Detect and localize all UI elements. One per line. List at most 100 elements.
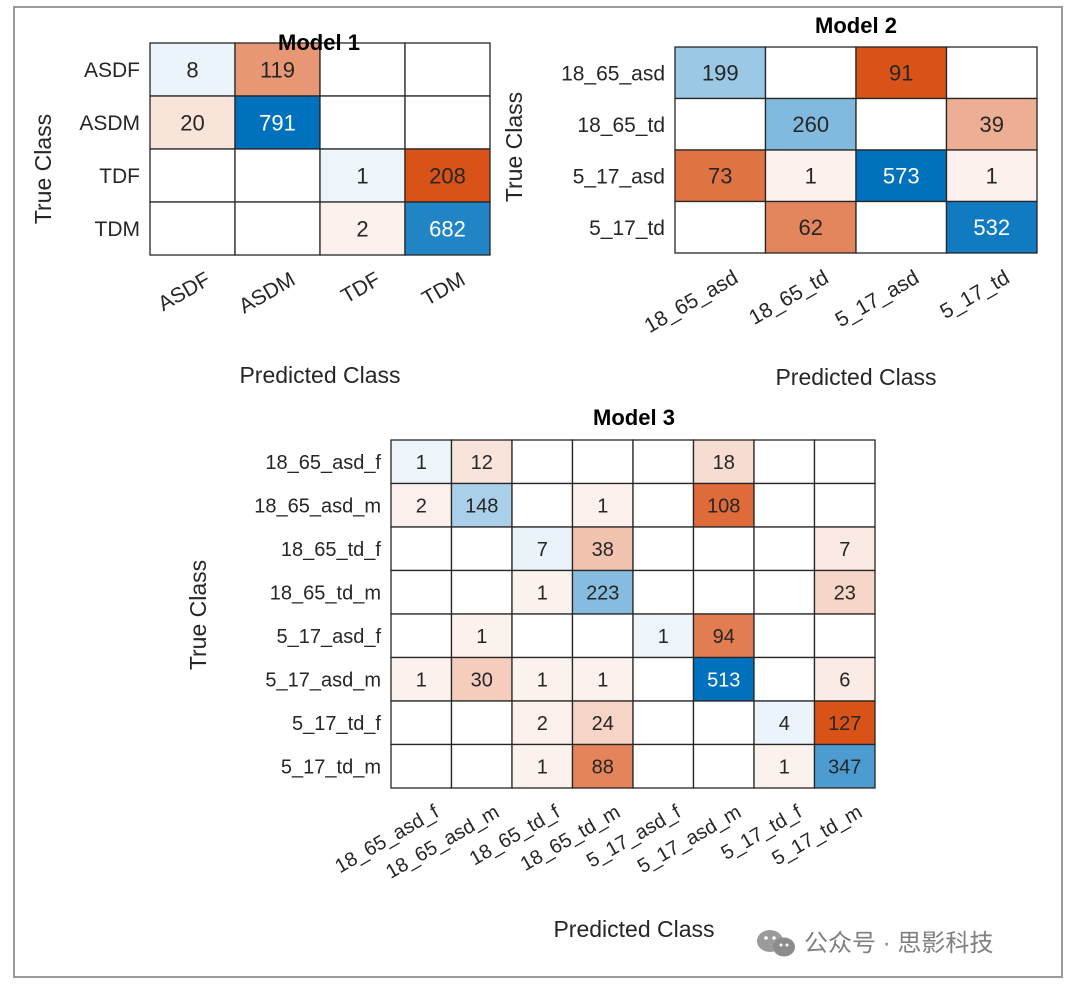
cell-value: 108 — [707, 495, 740, 517]
cell — [319, 148, 406, 203]
chart-title: Model 2 — [815, 13, 897, 38]
y-axis-label: True Class — [185, 560, 211, 670]
cell — [674, 200, 767, 254]
cell — [813, 700, 876, 746]
cell — [511, 743, 574, 789]
col-tick-label: 18_65_asd — [640, 266, 742, 338]
cell — [149, 95, 236, 150]
y-axis-label: True Class — [501, 92, 527, 202]
cell — [390, 743, 453, 789]
cell-value: 1 — [416, 452, 427, 474]
row-tick-label: TDF — [99, 165, 140, 188]
row-tick-label: 18_65_td_m — [270, 582, 381, 604]
cell — [945, 200, 1038, 254]
cell — [319, 95, 406, 150]
cell-value: 260 — [792, 112, 829, 137]
confusion-matrix-3: 1 12 18 2 148 1 108 7 38 7 1 223 23 1 1 94 1 30 1 1 513 6 2 24 4… — [185, 405, 876, 942]
cell — [945, 46, 1038, 100]
row-tick-label: 18_65_asd — [561, 62, 665, 85]
cell-value: 1 — [416, 669, 427, 691]
cell — [234, 42, 321, 97]
cell — [390, 526, 453, 572]
cell — [390, 439, 453, 485]
cell — [571, 656, 634, 702]
cell-value: 513 — [707, 669, 740, 691]
cell-value: 2 — [537, 713, 548, 735]
cell — [813, 613, 876, 659]
cell-value: 7 — [537, 539, 548, 561]
cell — [813, 526, 876, 572]
cell-value: 1 — [537, 669, 548, 691]
cell-value: 73 — [708, 164, 732, 189]
cell — [764, 149, 857, 203]
cell-value: 347 — [828, 756, 861, 778]
watermark: 公众号 · 思影科技 — [757, 930, 993, 957]
cell-value: 1 — [779, 756, 790, 778]
cell-value: 208 — [429, 163, 466, 188]
cell — [632, 526, 695, 572]
cell — [692, 700, 755, 746]
cell-value: 1 — [597, 669, 608, 691]
cell-value: 682 — [429, 216, 466, 241]
cell-value: 24 — [592, 713, 614, 735]
col-tick-label: TDM — [418, 268, 469, 311]
cell — [813, 482, 876, 528]
cell-value: 94 — [713, 626, 735, 648]
cell — [632, 700, 695, 746]
cell-value: 12 — [471, 452, 493, 474]
cell-value: 127 — [828, 713, 861, 735]
cell-value: 223 — [586, 582, 619, 604]
cell-value: 1 — [356, 163, 368, 188]
cell — [571, 439, 634, 485]
row-tick-label: 18_65_asd_m — [254, 495, 381, 517]
cell-value: 532 — [973, 215, 1010, 240]
cell — [234, 201, 321, 256]
cell-value: 1 — [597, 495, 608, 517]
cell — [450, 743, 513, 789]
cell — [813, 743, 876, 789]
cell — [692, 656, 755, 702]
cell — [674, 97, 767, 151]
cell — [692, 569, 755, 615]
cell — [855, 97, 948, 151]
cell-value: 6 — [839, 669, 850, 691]
watermark-text: 公众号 · 思影科技 — [804, 930, 993, 957]
chart-title: Model 1 — [278, 30, 360, 55]
cell — [404, 201, 491, 256]
cell-value: 199 — [702, 61, 739, 86]
cell — [571, 743, 634, 789]
col-tick-label: ASDM — [235, 268, 299, 318]
cell-value: 88 — [592, 756, 614, 778]
cell — [319, 201, 406, 256]
cell — [753, 700, 816, 746]
cell — [813, 656, 876, 702]
cell — [511, 482, 574, 528]
cell — [855, 46, 948, 100]
cell — [692, 743, 755, 789]
cell-value: 4 — [779, 713, 790, 735]
x-axis-label: Predicted Class — [553, 916, 714, 942]
cell-value: 23 — [834, 582, 856, 604]
cell — [511, 439, 574, 485]
cell-value: 8 — [186, 57, 198, 82]
col-tick-label: ASDF — [154, 268, 214, 316]
cell-value: 1 — [476, 626, 487, 648]
cell — [632, 656, 695, 702]
cell-value: 38 — [592, 539, 614, 561]
cell — [692, 526, 755, 572]
cell — [764, 46, 857, 100]
cell — [753, 439, 816, 485]
cell-value: 1 — [986, 164, 998, 189]
cell-value: 2 — [356, 216, 368, 241]
cell — [764, 97, 857, 151]
cell — [813, 439, 876, 485]
cell — [753, 656, 816, 702]
cell — [692, 613, 755, 659]
row-tick-label: 5_17_asd — [573, 165, 665, 188]
cell — [390, 482, 453, 528]
cell — [632, 439, 695, 485]
cell — [571, 613, 634, 659]
